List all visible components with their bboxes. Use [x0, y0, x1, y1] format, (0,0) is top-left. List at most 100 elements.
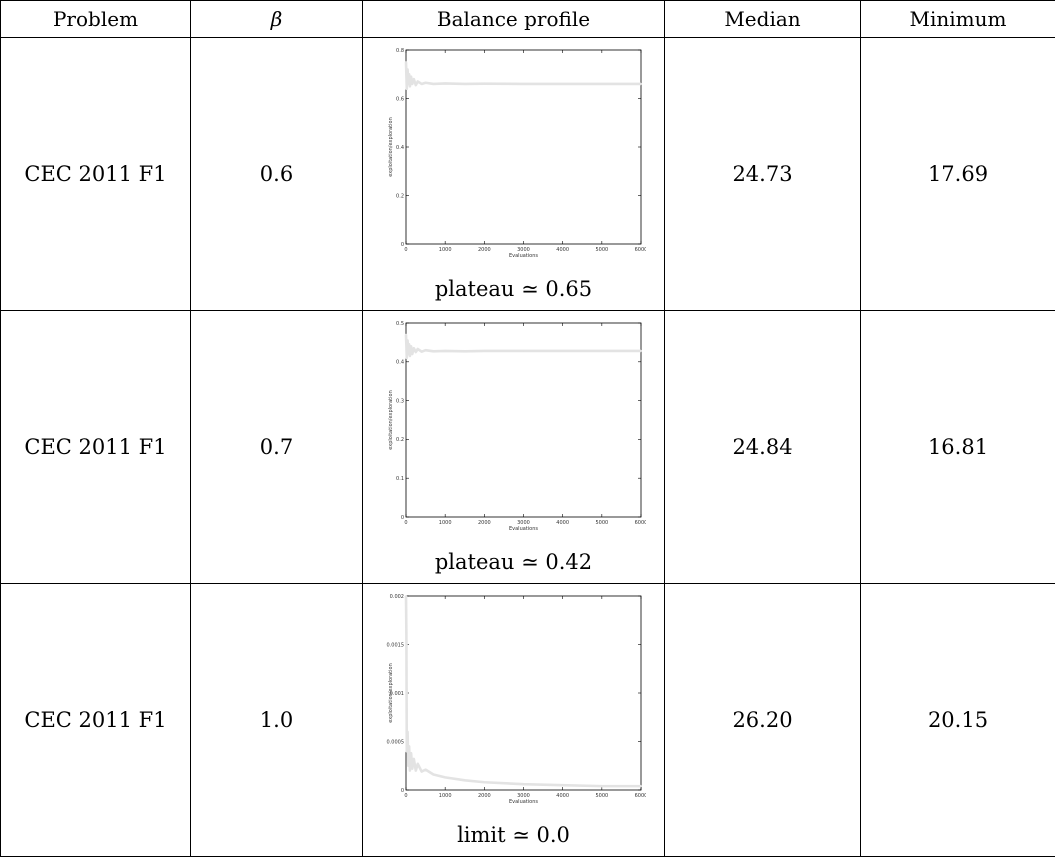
data-point [407, 83, 409, 85]
header-balance-profile: Balance profile [363, 1, 665, 38]
data-point [424, 349, 426, 351]
data-point [405, 357, 407, 359]
y-tick-label: 0.0015 [386, 642, 404, 648]
y-tick-label: 0.002 [389, 594, 403, 600]
x-tick-label: 1000 [438, 793, 451, 799]
header-beta: β [191, 1, 363, 38]
x-tick-label: 4000 [556, 793, 569, 799]
y-tick-label: 0 [400, 242, 403, 248]
data-point [640, 83, 642, 85]
plot-frame [406, 50, 641, 244]
data-point [424, 82, 426, 84]
data-point [522, 83, 524, 85]
beta-cell: 0.6 [191, 38, 363, 311]
plot-frame [406, 596, 641, 790]
data-point [405, 750, 407, 752]
data-point [522, 350, 524, 352]
y-tick-label: 0 [400, 788, 403, 794]
data-point [408, 73, 410, 75]
data-point [483, 781, 485, 783]
data-point [463, 779, 465, 781]
data-point [416, 348, 418, 350]
data-point [561, 784, 563, 786]
y-tick-label: 0.2 [396, 193, 404, 199]
data-point [408, 745, 410, 747]
x-tick-label: 0 [404, 247, 407, 253]
x-tick-label: 1000 [438, 247, 451, 253]
problem-cell: CEC 2011 F1 [1, 311, 191, 584]
data-point [420, 83, 422, 85]
problem-cell: CEC 2011 F1 [1, 584, 191, 857]
x-axis-label: Evaluations [509, 526, 538, 532]
minimum-cell: 20.15 [861, 584, 1055, 857]
data-point [414, 351, 416, 353]
data-point [408, 343, 410, 345]
data-point [444, 350, 446, 352]
data-point [410, 345, 412, 347]
x-tick-label: 4000 [556, 520, 569, 526]
data-point [522, 783, 524, 785]
x-tick-label: 0 [404, 793, 407, 799]
y-tick-label: 0.6 [396, 96, 404, 102]
data-point [409, 770, 411, 772]
y-axis-label: exploitation/exploration [388, 390, 394, 450]
balance-series-line [406, 596, 641, 786]
data-point [432, 350, 434, 352]
data-point [412, 758, 414, 760]
x-tick-label: 6000 [634, 247, 645, 253]
y-tick-label: 0.8 [396, 48, 404, 54]
x-tick-label: 2000 [477, 793, 490, 799]
y-tick-label: 0 [400, 515, 403, 521]
data-point [424, 769, 426, 771]
x-tick-label: 0 [404, 520, 407, 526]
data-point [463, 350, 465, 352]
y-axis-label: exploitation/exploration [388, 117, 394, 177]
x-tick-label: 4000 [556, 247, 569, 253]
data-point [640, 785, 642, 787]
y-tick-label: 0.4 [396, 145, 404, 151]
data-point [600, 785, 602, 787]
x-tick-label: 1000 [438, 520, 451, 526]
x-tick-label: 2000 [477, 247, 490, 253]
data-point [483, 83, 485, 85]
x-tick-label: 6000 [634, 520, 645, 526]
profile-caption: plateau ≃ 0.65 [435, 274, 592, 304]
data-point [405, 634, 407, 636]
data-point [410, 76, 412, 78]
profile-caption: plateau ≃ 0.42 [435, 547, 592, 577]
data-point [600, 350, 602, 352]
minimum-cell: 17.69 [861, 38, 1055, 311]
data-point [407, 765, 409, 767]
x-axis-label: Evaluations [509, 253, 538, 259]
data-point [640, 350, 642, 352]
y-tick-label: 0.1 [396, 476, 404, 482]
y-tick-label: 0.2 [396, 437, 404, 443]
data-point [406, 69, 408, 71]
data-point [411, 768, 413, 770]
y-tick-label: 0.5 [396, 321, 404, 327]
data-point [405, 61, 407, 63]
data-point [412, 78, 414, 80]
data-point [416, 763, 418, 765]
x-axis-label: Evaluations [509, 799, 538, 805]
data-point [416, 81, 418, 83]
y-tick-label: 0.3 [396, 398, 404, 404]
data-point [405, 88, 407, 90]
data-point [483, 350, 485, 352]
median-cell: 26.20 [665, 584, 861, 857]
header-minimum: Minimum [861, 1, 1055, 38]
header-problem: Problem [1, 1, 191, 38]
x-tick-label: 5000 [595, 247, 608, 253]
data-point [432, 83, 434, 85]
profile-caption: limit ≃ 0.0 [457, 820, 570, 850]
data-point [444, 83, 446, 85]
median-cell: 24.73 [665, 38, 861, 311]
data-point [411, 83, 413, 85]
